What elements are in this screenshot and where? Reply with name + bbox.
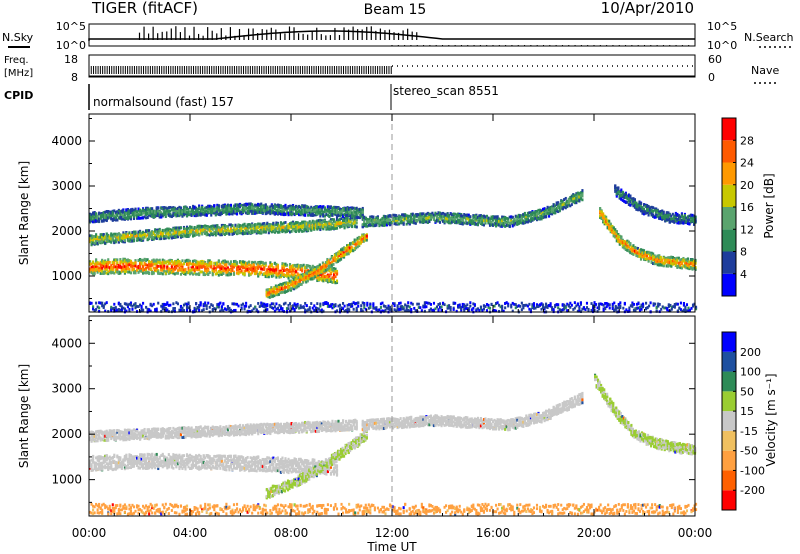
freq-panel: Freq. [MHz] 18 8 60 0 Nave: [4, 53, 779, 84]
cell: [116, 258, 118, 261]
cell: [124, 239, 126, 242]
cpid-segment-1: normalsound (fast) 157: [93, 95, 234, 109]
cell: [340, 258, 342, 261]
cell: [366, 235, 368, 238]
feature-middle: [89, 216, 358, 246]
cell: [344, 227, 346, 230]
cell: [181, 259, 183, 262]
power-data: [89, 114, 697, 313]
nsky-marks: [89, 26, 695, 46]
cell: [107, 258, 109, 261]
beam-title: Beam 15: [364, 2, 427, 18]
cell: [236, 213, 238, 216]
cell: [180, 206, 182, 209]
cell: [134, 272, 136, 275]
freq-top-tick: 18: [64, 53, 78, 66]
nsky-label: N.Sky: [2, 31, 34, 44]
freq-unit-label: [MHz]: [4, 68, 33, 79]
cell: [356, 222, 358, 225]
cell: [351, 225, 353, 228]
cpid-panel: CPID normalsound (fast) 157 stereo_scan …: [4, 84, 499, 110]
cell: [225, 263, 227, 266]
cell: [233, 273, 235, 276]
cell: [157, 207, 159, 210]
cell: [272, 274, 274, 277]
cell: [162, 273, 164, 276]
cell: [332, 263, 334, 266]
cell: [230, 273, 232, 276]
cell: [230, 204, 232, 207]
cell: [256, 270, 258, 273]
feature-midday: [362, 189, 584, 228]
cell: [284, 204, 286, 207]
cell: [163, 265, 165, 268]
radar-title: TIGER (fitACF): [91, 0, 198, 17]
cell: [165, 215, 167, 218]
cell: [265, 262, 267, 265]
cell: [244, 223, 246, 226]
cell: [366, 239, 368, 242]
cell: [284, 221, 286, 224]
date-title: 10/Apr/2010: [601, 0, 694, 17]
cell: [218, 205, 220, 208]
nave-top-tick: 60: [708, 53, 722, 66]
cell: [244, 273, 246, 276]
cell: [134, 261, 136, 264]
nsky-panel: N.Sky 10^5 10^0 10^5 10^0 N.Search: [2, 20, 794, 52]
cell: [248, 260, 250, 263]
cell: [177, 272, 179, 275]
cell: [277, 265, 279, 268]
cell: [304, 214, 306, 217]
cell: [198, 273, 200, 276]
cell: [334, 275, 336, 278]
cell: [271, 263, 273, 266]
cell: [336, 273, 338, 276]
cell: [222, 272, 224, 275]
cell: [228, 233, 230, 236]
cell: [265, 230, 267, 233]
nave-bottom-tick: 0: [708, 71, 715, 84]
cell: [241, 269, 243, 272]
freq-label: Freq.: [4, 55, 29, 66]
freq-bottom-tick: 8: [71, 71, 78, 84]
cell: [116, 261, 118, 264]
nsearch-bottom-tick: 10^0: [707, 39, 737, 52]
cell: [301, 270, 303, 273]
nsky-bottom-tick: 10^0: [56, 39, 86, 52]
freq-marks: [89, 66, 695, 76]
nave-label: Nave: [751, 64, 779, 77]
cell: [148, 272, 150, 275]
cell: [218, 260, 220, 263]
cell: [215, 269, 217, 272]
cell: [236, 262, 238, 265]
cell: [336, 279, 338, 282]
cell: [128, 268, 130, 271]
cell: [180, 226, 182, 229]
cell: [134, 208, 136, 211]
cell: [286, 264, 288, 267]
nsearch-top-tick: 10^5: [707, 20, 737, 33]
cell: [130, 272, 132, 275]
cell: [209, 271, 211, 274]
nsky-top-tick: 10^5: [56, 20, 86, 33]
nsearch-label: N.Search: [744, 31, 794, 44]
cpid-segment-2: stereo_scan 8551: [393, 84, 499, 98]
cell: [356, 226, 358, 229]
cell: [109, 261, 111, 264]
cell: [207, 269, 209, 272]
cell: [210, 262, 212, 265]
cell: [336, 227, 338, 230]
cell: [213, 205, 215, 208]
cell: [230, 260, 232, 263]
cell: [362, 211, 364, 214]
cell: [187, 267, 189, 270]
cpid-label: CPID: [4, 89, 33, 102]
cell: [263, 268, 265, 271]
cell: [133, 239, 135, 242]
